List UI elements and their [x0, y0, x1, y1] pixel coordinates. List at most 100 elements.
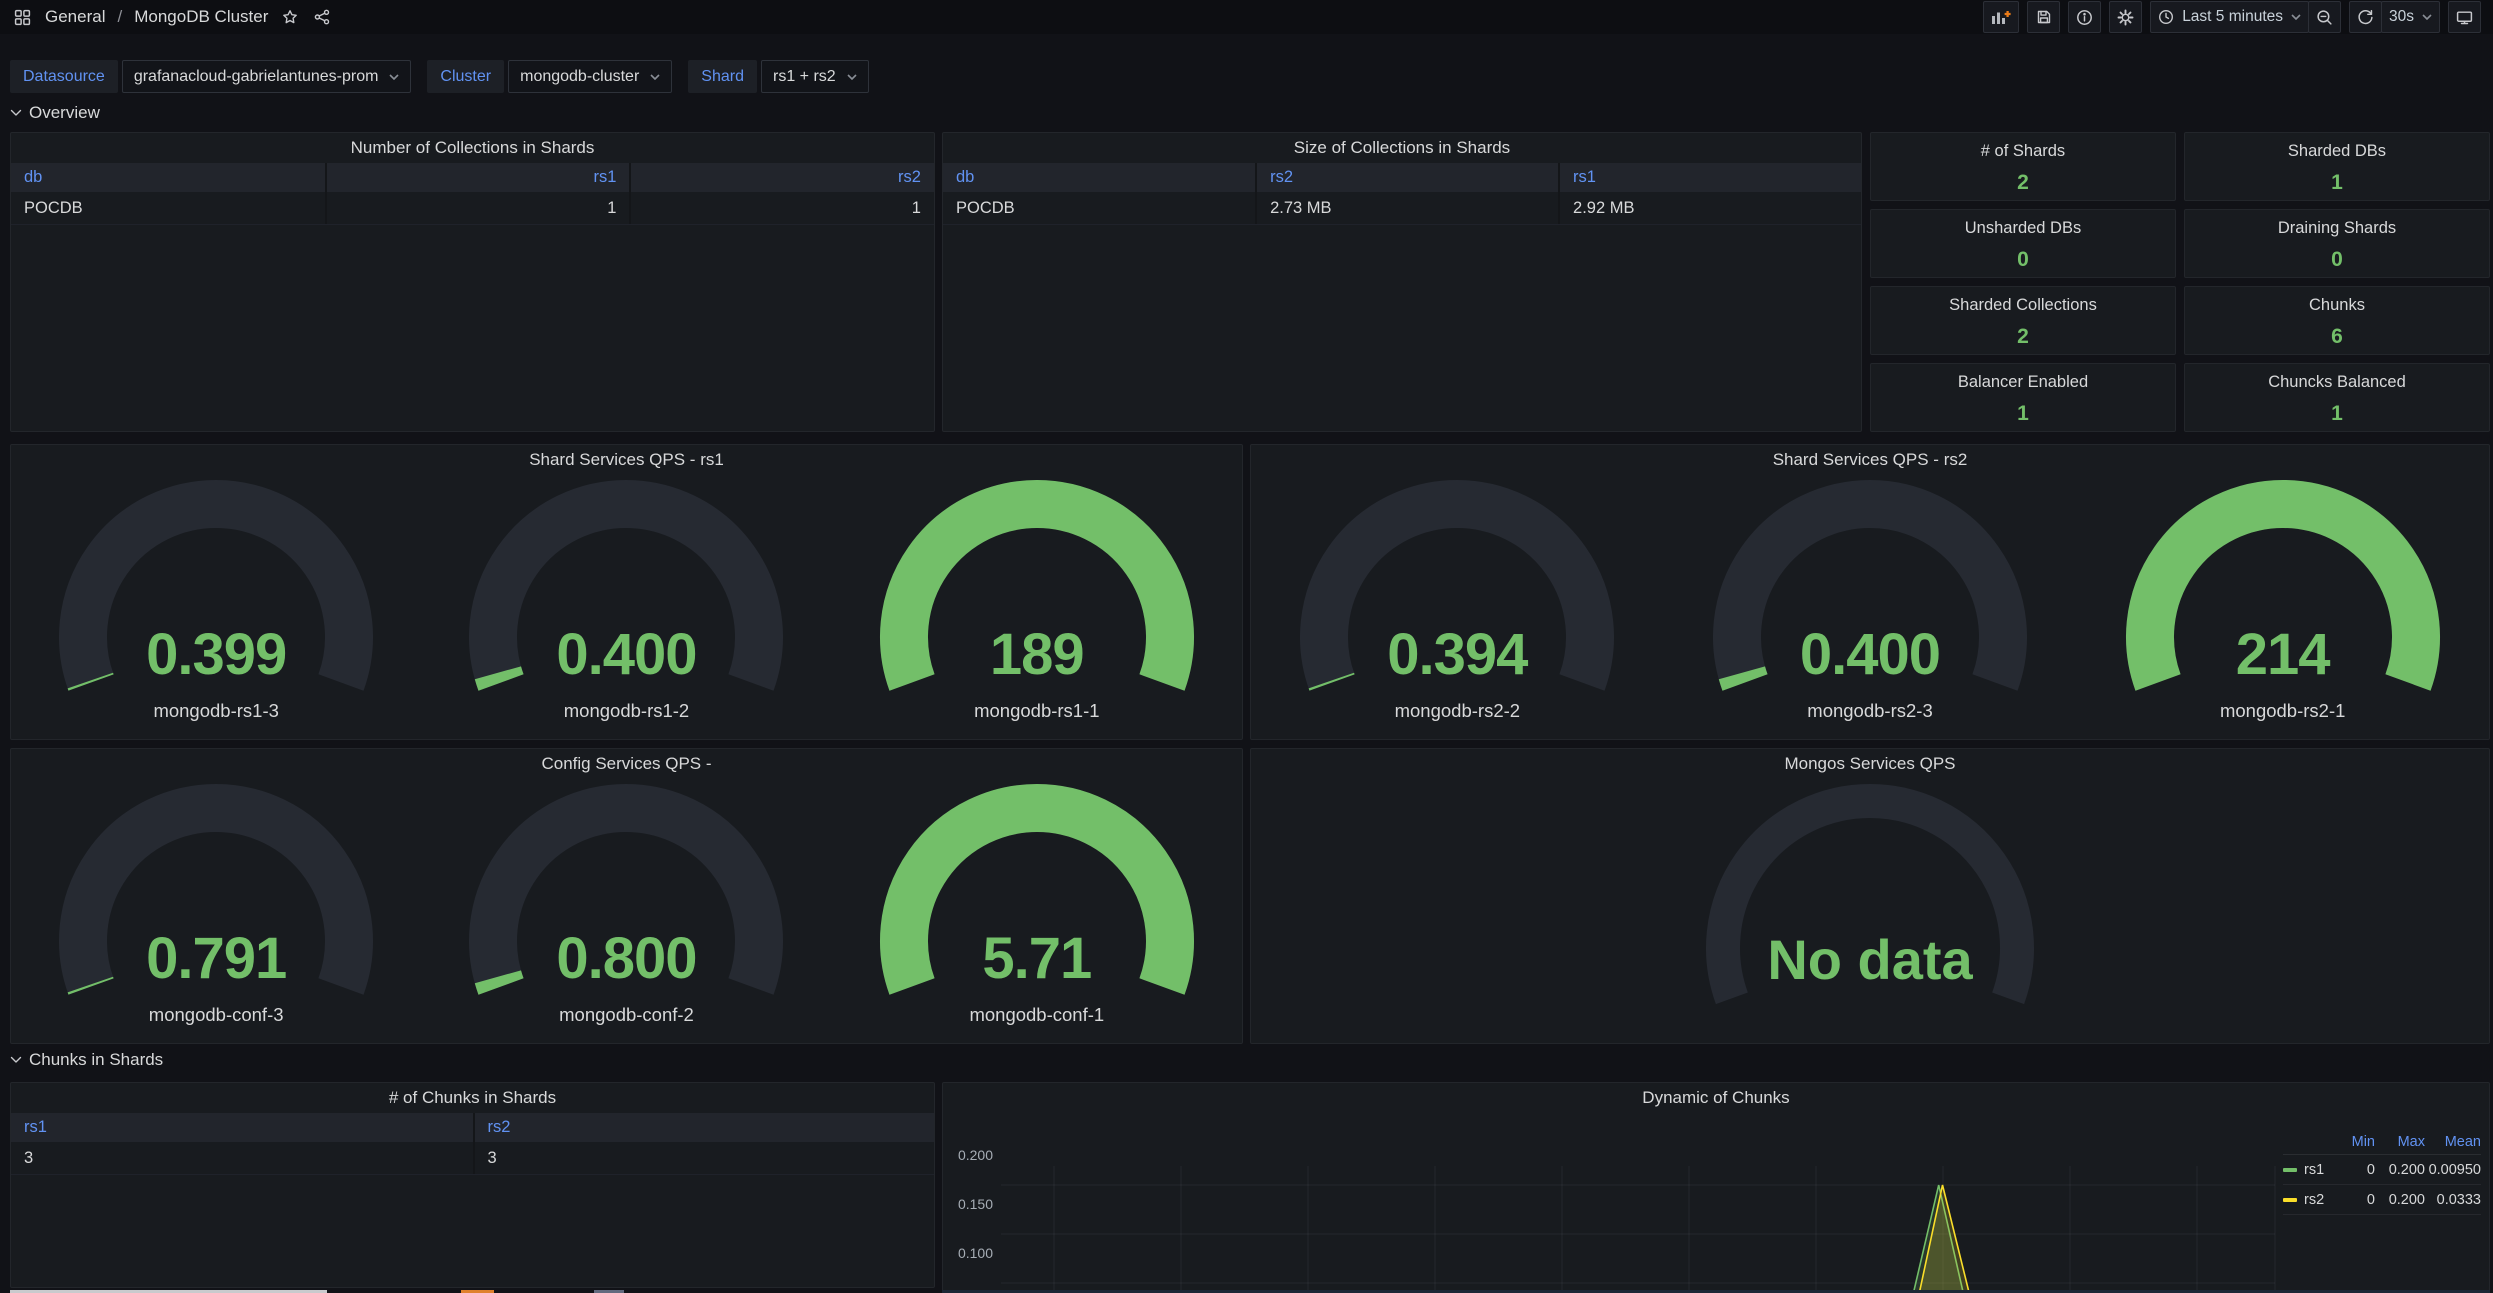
panel-shard-qps-rs1: Shard Services QPS - rs1 0.399 mongodb-r… — [10, 444, 1243, 740]
chevron-down-icon — [650, 73, 660, 80]
gauge-mongodb-rs1-1: 189 mongodb-rs1-1 — [832, 478, 1242, 722]
gauge-no-data: No data — [1700, 782, 2040, 1026]
breadcrumb-folder[interactable]: General — [45, 7, 106, 26]
shard-label: Shard — [688, 60, 757, 93]
chevron-down-icon — [2422, 14, 2432, 20]
column-header[interactable]: rs2 — [472, 1113, 935, 1142]
time-range-label: Last 5 minutes — [2182, 8, 2283, 25]
panel-title: Shard Services QPS - rs1 — [529, 450, 724, 469]
table-header-row: db rs1 rs2 — [11, 163, 934, 192]
gauge-mongodb-rs2-2: 0.394 mongodb-rs2-2 — [1251, 478, 1664, 722]
gauge-value: 0.791 — [146, 926, 287, 991]
column-header[interactable]: db — [956, 168, 975, 186]
chart-legend: Min Max Mean rs1 0 0.200 0.00950 rs2 0 0… — [2283, 1129, 2481, 1215]
time-series-plot[interactable] — [943, 1113, 2490, 1293]
refresh-interval-label: 30s — [2389, 8, 2414, 25]
gauge-label: mongodb-rs2-1 — [2219, 700, 2346, 721]
gauge-label: mongodb-conf-1 — [969, 1004, 1105, 1025]
series-color-swatch — [2283, 1197, 2297, 1202]
shard-picker[interactable]: rs1 + rs2 — [760, 60, 869, 93]
table-header-row: rs1 rs2 — [11, 1113, 934, 1142]
gauge-label: mongodb-rs1-3 — [153, 700, 279, 721]
variable-datasource: Datasource grafanacloud-gabrielantunes-p… — [10, 60, 412, 93]
stat-chunks-balanced: Chuncks Balanced 1 — [2184, 363, 2490, 432]
dashboards-icon[interactable] — [12, 7, 33, 28]
gauge-value: 5.71 — [982, 926, 1092, 991]
panel-shard-qps-rs2: Shard Services QPS - rs2 0.394 mongodb-r… — [1250, 444, 2490, 740]
breadcrumb-separator: / — [117, 7, 123, 26]
star-icon[interactable] — [280, 7, 300, 27]
panel-number-of-collections: Number of Collections in Shards db rs1 r… — [10, 132, 935, 432]
refresh-button[interactable] — [2349, 1, 2382, 33]
column-header[interactable]: db — [24, 168, 43, 186]
gauge-label: mongodb-conf-3 — [148, 1004, 284, 1025]
stat-sharded-dbs: Sharded DBs 1 — [2184, 132, 2490, 201]
chevron-down-icon — [389, 73, 399, 80]
variable-shard: Shard rs1 + rs2 — [688, 60, 869, 93]
gauge-label: mongodb-conf-2 — [559, 1004, 694, 1025]
y-axis-tick: 0.200 — [957, 1147, 993, 1163]
chevron-down-icon — [847, 73, 857, 80]
panel-title: Mongos Services QPS — [1784, 754, 1956, 773]
series-color-swatch — [2283, 1167, 2297, 1172]
stat-chunks: Chunks 6 — [2184, 286, 2490, 355]
no-data-text: No data — [1767, 928, 1973, 991]
gauge-value: 0.399 — [146, 622, 287, 687]
panel-num-chunks: # of Chunks in Shards rs1 rs2 3 3 — [10, 1082, 935, 1288]
shard-value: rs1 + rs2 — [772, 67, 836, 85]
y-axis-tick: 0.100 — [957, 1245, 993, 1261]
table-row: POCDB 2.73 MB 2.92 MB — [943, 192, 1861, 225]
kiosk-mode-button[interactable] — [2448, 1, 2481, 33]
panel-title: # of Chunks in Shards — [388, 1088, 557, 1107]
legend-row-rs1: rs1 0 0.200 0.00950 — [2283, 1155, 2481, 1185]
panel-config-qps: Config Services QPS - 0.791 mongodb-conf… — [10, 748, 1243, 1044]
gauge-mongodb-rs1-3: 0.399 mongodb-rs1-3 — [11, 478, 421, 722]
clipped-panel-edge — [594, 1290, 624, 1293]
stat-balancer-enabled: Balancer Enabled 1 — [1870, 363, 2176, 432]
column-header[interactable]: rs1 — [24, 1118, 47, 1136]
add-panel-button[interactable] — [1983, 1, 2020, 33]
table-row: 3 3 — [11, 1142, 934, 1175]
panel-title: Dynamic of Chunks — [1642, 1088, 1790, 1107]
time-range-picker[interactable]: Last 5 minutes — [2150, 1, 2309, 33]
zoom-out-time-button[interactable] — [2308, 1, 2341, 33]
column-header[interactable]: rs1 — [324, 163, 630, 192]
gauge-mongodb-conf-2: 0.800 mongodb-conf-2 — [421, 782, 831, 1026]
row-toggle-overview[interactable]: Overview — [10, 103, 100, 123]
dashboard-settings-button[interactable] — [2109, 1, 2143, 33]
stat-draining-shards: Draining Shards 0 — [2184, 209, 2490, 278]
gauge-label: mongodb-rs1-2 — [563, 700, 690, 721]
share-icon[interactable] — [312, 7, 332, 27]
gauge-mongodb-conf-1: 5.71 mongodb-conf-1 — [832, 782, 1242, 1026]
column-header[interactable]: rs2 — [629, 163, 934, 192]
dashboard-info-button[interactable] — [2068, 1, 2102, 33]
refresh-interval-picker[interactable]: 30s — [2381, 1, 2440, 33]
gauge-label: mongodb-rs2-2 — [1394, 700, 1521, 721]
cluster-picker[interactable]: mongodb-cluster — [508, 60, 673, 93]
gauge-label: mongodb-rs1-1 — [974, 700, 1100, 721]
panel-title: Config Services QPS - — [541, 754, 712, 773]
column-header[interactable]: rs2 — [1255, 163, 1558, 192]
save-dashboard-button[interactable] — [2027, 1, 2061, 33]
gauge-mongodb-rs2-1: 214 mongodb-rs2-1 — [2076, 478, 2489, 722]
datasource-label: Datasource — [10, 60, 118, 93]
datasource-picker[interactable]: grafanacloud-gabrielantunes-prom — [121, 60, 412, 93]
gauge-value: 189 — [989, 622, 1085, 687]
gauge-mongodb-rs2-3: 0.400 mongodb-rs2-3 — [1664, 478, 2077, 722]
chevron-down-icon — [10, 109, 22, 116]
gauge-mongodb-conf-3: 0.791 mongodb-conf-3 — [11, 782, 421, 1026]
gauge-value: 0.800 — [556, 926, 697, 991]
chevron-down-icon — [10, 1056, 22, 1063]
breadcrumb-dashboard-title[interactable]: MongoDB Cluster — [134, 7, 269, 26]
column-header[interactable]: rs1 — [1558, 163, 1861, 192]
stat-num-shards: # of Shards 2 — [1870, 132, 2176, 201]
panel-size-of-collections: Size of Collections in Shards db rs2 rs1… — [942, 132, 1862, 432]
variable-cluster: Cluster mongodb-cluster — [427, 60, 673, 93]
top-nav-bar: General / MongoDB Cluster — [0, 0, 2493, 34]
stat-sharded-collections: Sharded Collections 2 — [1870, 286, 2176, 355]
row-toggle-chunks[interactable]: Chunks in Shards — [10, 1050, 163, 1070]
datasource-value: grafanacloud-gabrielantunes-prom — [133, 67, 379, 85]
legend-header: Min Max Mean — [2283, 1129, 2481, 1155]
clipped-panel-edge — [461, 1290, 494, 1293]
